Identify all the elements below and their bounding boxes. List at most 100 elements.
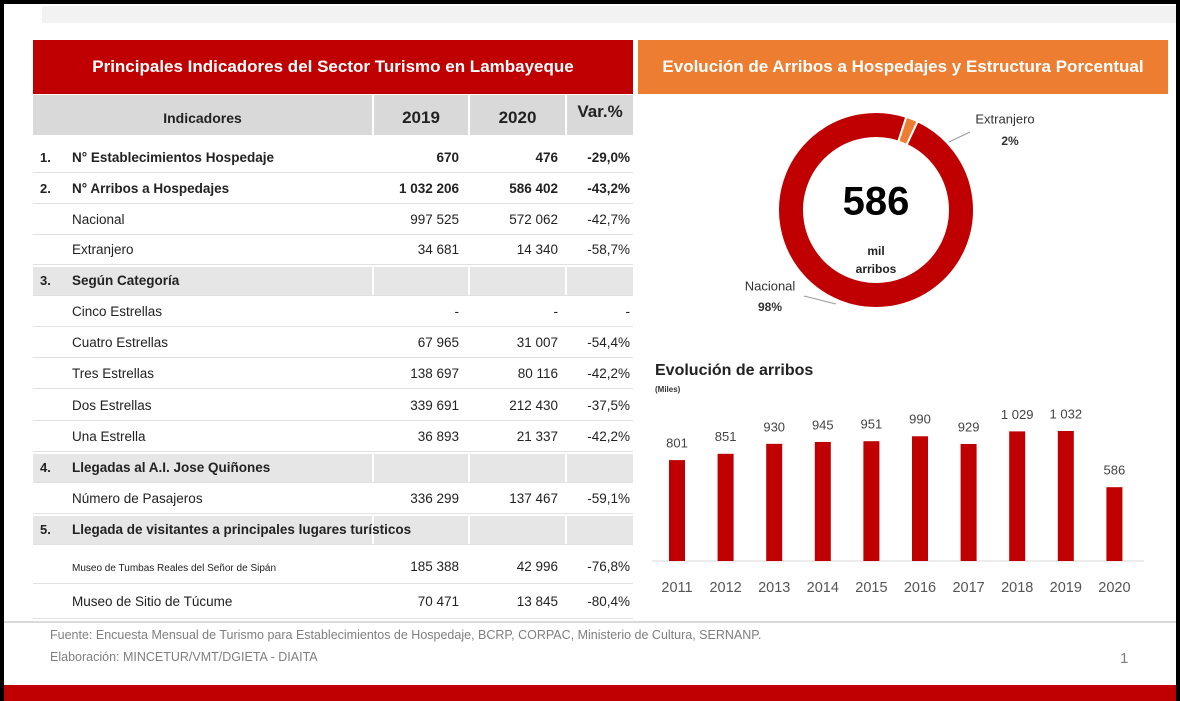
- bar-value-label: 586: [1104, 463, 1126, 478]
- row-line: [33, 583, 633, 584]
- cell-value: 339 691: [410, 398, 459, 413]
- row-label: Extranjero: [72, 242, 134, 257]
- row-label: Cinco Estrellas: [72, 304, 163, 319]
- bar-value-label: 801: [666, 436, 688, 451]
- row-line: [33, 513, 633, 514]
- row-line: [33, 618, 633, 619]
- cell-value: -43,2%: [587, 181, 630, 196]
- cell-value: 476: [535, 150, 558, 165]
- cell-value: 572 062: [509, 212, 558, 227]
- cell-value: 137 467: [509, 491, 558, 506]
- center-unit: mil: [867, 244, 884, 258]
- cell-value: -42,2%: [587, 366, 630, 381]
- cell-value: 31 007: [516, 335, 558, 350]
- cell-value: 14 340: [516, 242, 558, 257]
- source: Fuente: Encuesta Mensual de Turismo para…: [50, 628, 762, 642]
- row-line: [33, 172, 633, 173]
- cell-value: -59,1%: [587, 491, 630, 506]
- x-tick-label: 2014: [807, 580, 839, 596]
- donut-slice: [777, 111, 975, 309]
- leader-line: [803, 295, 837, 305]
- section-cell: [567, 454, 633, 482]
- row-label: Museo de Sitio de Túcume: [72, 594, 233, 609]
- center-value: 586: [843, 180, 910, 224]
- cell-value: 67 965: [417, 335, 459, 350]
- section-cell: [33, 267, 372, 295]
- section-cell: [470, 267, 565, 295]
- section-cell: [567, 516, 633, 544]
- bar-value-label: 851: [715, 429, 737, 444]
- cell-value: 670: [436, 150, 459, 165]
- cell-value: 21 337: [516, 429, 558, 444]
- column-header: 2019: [402, 108, 440, 127]
- bar: [863, 441, 880, 561]
- cell-value: 138 697: [410, 366, 459, 381]
- row-label: Tres Estrellas: [72, 366, 155, 381]
- table-title: Principales Indicadores del Sector Turis…: [33, 40, 633, 94]
- bar-value-label: 930: [763, 419, 785, 434]
- charts: 586 mil arribos Extranjero 2% Nacional 98% Evol…: [652, 111, 1144, 596]
- cell-value: -29,0%: [587, 150, 630, 165]
- bar-value-label: 951: [861, 417, 883, 432]
- row-line: [33, 357, 633, 358]
- cell-value: 586 402: [509, 181, 558, 196]
- row-label: N° Establecimientos Hospedaje: [72, 150, 274, 165]
- cell-value: 185 388: [410, 559, 459, 574]
- cell-value: -76,8%: [587, 559, 630, 574]
- top-strip: [42, 6, 1176, 23]
- cell-value: -37,5%: [587, 398, 630, 413]
- x-tick-label: 2018: [1001, 580, 1033, 596]
- row-label: Según Categoría: [72, 273, 180, 288]
- chart-title: Evolución de Arribos a Hospedajes y Estr…: [638, 40, 1168, 94]
- row-line: [33, 482, 633, 483]
- cell-value: 13 845: [516, 594, 558, 609]
- bar-value-label: 945: [812, 417, 834, 432]
- row-number: 1.: [40, 150, 51, 165]
- bar: [766, 443, 783, 561]
- bar: [1057, 431, 1074, 561]
- row-number: 5.: [40, 522, 51, 537]
- bar-value-label: 929: [958, 419, 980, 434]
- bar-value-label: 1 032: [1050, 406, 1083, 421]
- cell-value: 336 299: [410, 491, 459, 506]
- bar: [960, 443, 977, 561]
- section-cell: [470, 454, 565, 482]
- row-number: 3.: [40, 273, 51, 288]
- cell-value: 42 996: [516, 559, 558, 574]
- row-label: Llegadas al A.I. Jose Quiñones: [72, 460, 271, 475]
- bar-title: Evolución de arribos: [655, 362, 813, 379]
- column-header: Var.%: [577, 102, 623, 121]
- row-number: 4.: [40, 460, 51, 475]
- cell-value: 1 032 206: [398, 181, 459, 196]
- section-cell: [374, 516, 468, 544]
- cell-value: -54,4%: [587, 335, 630, 350]
- value-label: 2%: [1001, 134, 1019, 148]
- x-tick-label: 2015: [855, 580, 887, 596]
- section-cell: [374, 267, 468, 295]
- section-cell: [33, 454, 372, 482]
- bar: [912, 436, 928, 561]
- header-cell: [374, 95, 468, 135]
- header-cell: [470, 95, 565, 135]
- x-tick-label: 2019: [1050, 580, 1082, 596]
- bar-subtitle: (Miles): [655, 385, 681, 394]
- header-cell: [567, 95, 633, 135]
- cell-value: -80,4%: [587, 594, 630, 609]
- cell-value: 36 893: [417, 429, 459, 444]
- row-label: Nacional: [72, 212, 125, 227]
- cell-value: 70 471: [417, 594, 459, 609]
- header-cell: [33, 95, 372, 135]
- row-label: Número de Pasajeros: [72, 491, 203, 506]
- row-line: [33, 326, 633, 327]
- x-tick-label: 2011: [661, 580, 692, 596]
- section-cell: [33, 516, 372, 544]
- row-label: Una Estrella: [72, 429, 146, 444]
- row-label: Llegada de visitantes a principales luga…: [72, 522, 412, 537]
- cell-value: -42,7%: [587, 212, 630, 227]
- separator: [4, 621, 1176, 623]
- x-tick-label: 2016: [904, 580, 936, 596]
- cell-value: 34 681: [417, 242, 459, 257]
- cell-value: -: [625, 304, 631, 319]
- bar: [717, 453, 734, 561]
